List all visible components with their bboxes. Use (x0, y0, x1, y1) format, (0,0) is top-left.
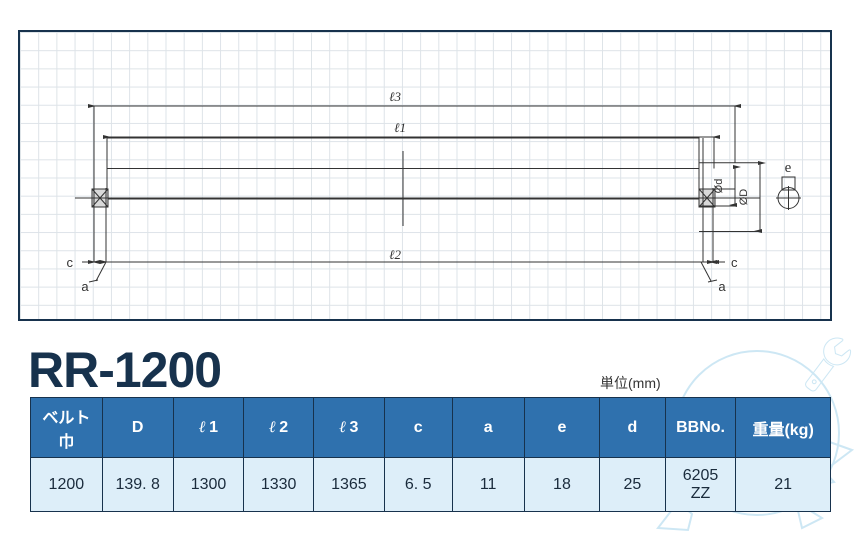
svg-text:ℓ3: ℓ3 (389, 89, 401, 104)
svg-text:a: a (81, 279, 89, 294)
svg-text:ℓ1: ℓ1 (394, 120, 406, 135)
svg-text:Ød: Ød (713, 179, 725, 194)
svg-text:c: c (731, 255, 738, 270)
svg-text:c: c (67, 255, 74, 270)
svg-text:ℓ2: ℓ2 (389, 247, 401, 262)
svg-text:ØD: ØD (738, 189, 750, 206)
svg-text:e: e (785, 160, 792, 176)
svg-text:a: a (718, 279, 726, 294)
